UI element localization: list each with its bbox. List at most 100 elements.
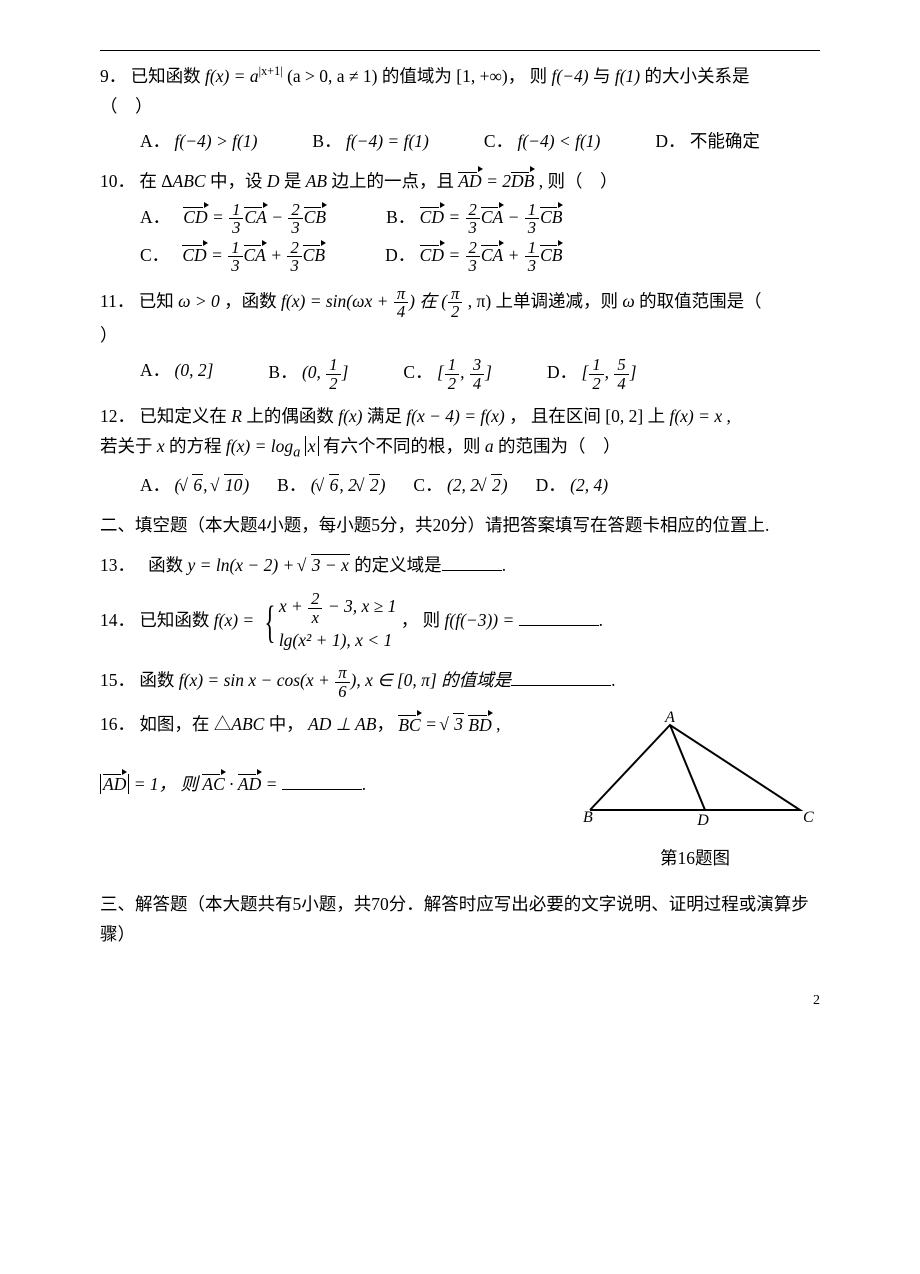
q9-B-txt: f(−4) = f(1) <box>346 131 429 151</box>
label-B: B <box>583 809 593 826</box>
q14-ta: 已知函数 <box>139 610 213 630</box>
q9-options: A． f(−4) > f(1) B． f(−4) = f(1) C． f(−4)… <box>140 127 820 157</box>
q9-x: x <box>216 66 224 86</box>
q11-D-pre: [ <box>582 362 589 382</box>
q15-tb: ), x ∈ [0, π] 的值域是 <box>351 670 512 690</box>
q9-D-label: D． <box>655 131 685 151</box>
q10-A-v2: CB <box>304 205 326 227</box>
q12-C-lp: (2, 2 <box>447 475 479 495</box>
q11-opt-d: D． [12, 54] <box>547 356 637 392</box>
q16-figure: A B D C <box>570 710 820 840</box>
q16-perp: AD ⊥ AB <box>308 714 376 734</box>
q9-text-d: 的大小关系是 <box>644 66 749 86</box>
top-rule <box>100 50 820 51</box>
q9-base: a <box>250 66 259 86</box>
q9-number: 9． <box>100 66 126 86</box>
q15-6: 6 <box>335 682 349 700</box>
q9-D-txt: 不能确定 <box>690 131 760 151</box>
q12-absx: x <box>305 436 319 456</box>
q13-number: 13． <box>100 555 144 575</box>
q11-te: 的取值范围是（ <box>635 291 762 311</box>
question-15: 15． 函数 f(x) = sin x − cos(x + π6), x ∈ [… <box>100 664 820 700</box>
q10-D-v2: CB <box>540 243 562 265</box>
q11-ta: 已知 <box>139 291 178 311</box>
q11-opt-a: A． (0, 2] <box>140 356 213 392</box>
q11-tb: ，函数 <box>224 291 281 311</box>
q11-arg: ωx + <box>352 291 393 311</box>
q16-dot: · <box>225 774 238 794</box>
q11-D-mid: , <box>605 362 614 382</box>
q10-ta: 在 Δ <box>139 171 172 191</box>
q16-abc: ABC <box>231 714 264 734</box>
q13-tb: 的定义域是 <box>354 555 442 575</box>
q11-B-l: B． <box>268 362 297 382</box>
q10-C-cd: CD <box>182 243 206 265</box>
q11-tc: ) 在 ( <box>409 291 447 311</box>
q10-opt-b: B． CD = 23CA − 13CB <box>386 201 562 237</box>
q10-C-d1: 3 <box>228 256 242 274</box>
q12-B-l: B． <box>277 475 306 495</box>
q11-B-n: 1 <box>326 356 340 373</box>
q12-D-l: D． <box>536 475 566 495</box>
page-number: 2 <box>100 989 820 1013</box>
q11-td: , π) 上单调递减，则 <box>468 291 623 311</box>
q10-te: , 则（ ） <box>539 171 618 191</box>
q9-paren: （ ） <box>100 96 153 116</box>
q11-D-l: D． <box>547 362 577 382</box>
q10-A-op: − <box>267 207 288 227</box>
q12-fx: f(x) <box>338 406 362 426</box>
q12-number: 12． <box>100 406 135 426</box>
q12-C-rp: ) <box>502 475 508 495</box>
q9-C-label: C． <box>484 131 513 151</box>
q11-D-n2: 5 <box>614 356 628 373</box>
q12-eq1: f(x − 4) = f(x) <box>406 406 504 426</box>
q10-B-n1: 2 <box>466 201 480 218</box>
q12-R: R <box>231 406 242 426</box>
q14-r1d: x <box>308 608 322 626</box>
q9-A-txt: f(−4) > f(1) <box>175 131 258 151</box>
q16-number: 16． <box>100 714 135 734</box>
q10-opt-a: A． CD = 13CA − 23CB <box>140 201 326 237</box>
q16-ad2: AD <box>238 772 261 794</box>
q16-eq1: = 1， 则 <box>129 774 202 794</box>
q10-vec-db: DB <box>511 169 534 191</box>
q12-tc: 满足 <box>367 406 406 426</box>
page: 9． 已知函数 f(x) = a|x+1| (a > 0, a ≠ 1) 的值域… <box>50 0 870 1053</box>
q16-caption: 第16题图 <box>570 844 820 874</box>
question-9: 9． 已知函数 f(x) = a|x+1| (a > 0, a ≠ 1) 的值域… <box>100 61 820 157</box>
sec2-title: 二、填空题（本大题4小题，每小题5分，共20分）请把答案填写在答题卡相应的位置上… <box>100 515 769 535</box>
q9-C-txt: f(−4) < f(1) <box>517 131 600 151</box>
question-16: A B D C 16． 如图，在 △ABC 中， AD ⊥ AB， BC = 3… <box>100 710 820 874</box>
q11-A-t: (0, 2] <box>175 360 214 380</box>
q10-A-n1: 1 <box>229 201 243 218</box>
q14-dot: . <box>599 610 603 630</box>
q12-eq2: f(x) = x <box>669 406 722 426</box>
q14-number: 14． <box>100 610 135 630</box>
q10-opt-d: D． CD = 23CA + 13CB <box>385 239 562 275</box>
question-11: 11． 已知 ω > 0 ，函数 f(x) = sin(ωx + π4) 在 (… <box>100 285 820 393</box>
q12-l2c: 有六个不同的根，则 <box>323 436 485 456</box>
q14-tb: ， 则 <box>401 610 445 630</box>
q12-x: x <box>157 436 165 456</box>
q11-opt-c: C． [12, 34] <box>403 356 492 392</box>
q10-A-label: A． <box>140 207 161 227</box>
q9-exp: |x+1| <box>259 64 283 78</box>
q12-B-a: 6 <box>329 474 340 495</box>
q10-D-d1: 3 <box>466 256 480 274</box>
q12-opt-c: C． (2, 22) <box>413 471 507 501</box>
q16-period: . <box>362 774 366 794</box>
q12-td: ， 且在区间 [0, 2] 上 <box>509 406 669 426</box>
q12-opt-b: B． (6, 22) <box>277 471 385 501</box>
q10-C-n2: 2 <box>287 239 301 256</box>
q15-dot: . <box>611 670 615 690</box>
q16-ad: AD <box>103 772 126 794</box>
q12-C-l: C． <box>413 475 442 495</box>
q12-A-rp: ) <box>243 475 249 495</box>
q14-r1a: x + <box>279 596 307 616</box>
q11-B-post: ] <box>342 362 349 382</box>
q10-C-v1: CA <box>244 243 266 265</box>
q16-tc: ， <box>376 714 398 734</box>
q10-A-d1: 3 <box>229 218 243 236</box>
q12-A-a: 6 <box>192 474 203 495</box>
q11-C-n2: 3 <box>470 356 484 373</box>
